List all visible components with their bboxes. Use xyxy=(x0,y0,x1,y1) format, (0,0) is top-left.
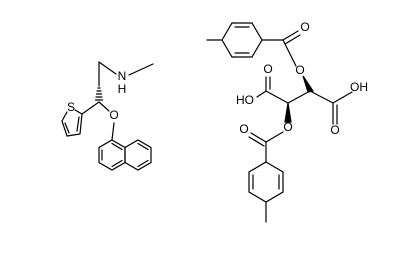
ring xyxy=(98,139,126,171)
bond xyxy=(61,111,68,122)
bond xyxy=(66,133,81,137)
bond xyxy=(128,63,154,76)
wedge-bond xyxy=(284,102,292,123)
atom-label: HO xyxy=(236,93,254,107)
bond xyxy=(76,116,80,132)
right-molecule-bonds xyxy=(206,22,353,223)
bond xyxy=(111,122,115,141)
atom-label: O xyxy=(283,120,292,134)
bond xyxy=(74,109,83,115)
atom-label: OH xyxy=(350,80,368,94)
bond xyxy=(265,131,284,143)
bond xyxy=(248,136,265,147)
bond xyxy=(284,34,301,45)
bond xyxy=(282,39,297,67)
bond xyxy=(79,113,83,135)
bond xyxy=(287,90,311,104)
atom-label: H xyxy=(118,82,127,96)
atom-label: S xyxy=(67,100,75,114)
atom-label: O xyxy=(330,123,339,137)
wedge-bond xyxy=(302,75,314,93)
bond xyxy=(61,120,68,137)
bond xyxy=(111,159,123,168)
hashed-bond xyxy=(94,87,104,101)
atom-label: O xyxy=(300,20,309,34)
ring xyxy=(124,139,152,171)
bond xyxy=(64,122,70,134)
ring xyxy=(221,22,263,58)
bond xyxy=(282,30,299,41)
atom-label: N xyxy=(118,69,127,83)
bond xyxy=(98,101,110,112)
atom-label: O xyxy=(109,108,118,122)
bond xyxy=(98,61,117,75)
atom-label: O xyxy=(239,122,248,136)
bond xyxy=(256,90,267,98)
bond xyxy=(81,101,100,115)
left-molecule-bonds xyxy=(61,61,154,171)
bond xyxy=(265,90,289,104)
bond xyxy=(111,142,123,151)
atom-labels: N H S O O O HO O OH O O O xyxy=(67,20,368,137)
bond xyxy=(250,132,267,143)
atom-label: O xyxy=(295,63,304,77)
bond xyxy=(309,90,334,104)
bond xyxy=(137,159,149,168)
ring xyxy=(248,161,284,203)
bond xyxy=(332,91,353,104)
atom-label: O xyxy=(263,62,272,76)
bond xyxy=(137,142,149,151)
